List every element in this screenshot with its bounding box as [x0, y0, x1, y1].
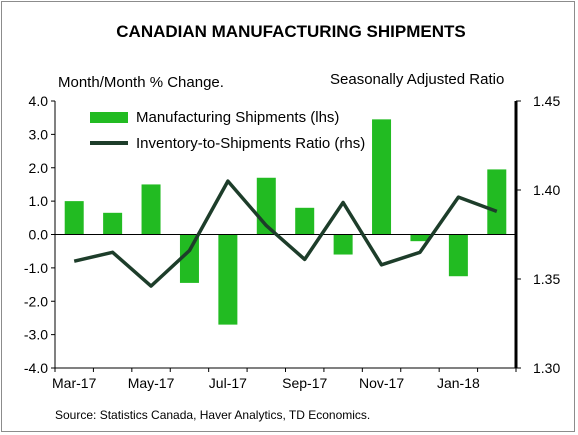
legend-label-shipments: Manufacturing Shipments (lhs)	[136, 109, 339, 126]
chart-title: CANADIAN MANUFACTURING SHIPMENTS	[116, 22, 465, 41]
source-note: Source: Statistics Canada, Haver Analyti…	[55, 408, 370, 422]
line-series	[73, 179, 498, 288]
left-tick-label: -2.0	[24, 293, 48, 309]
right-tick-label: 1.45	[533, 93, 560, 109]
legend: Manufacturing Shipments (lhs) Inventory-…	[90, 109, 365, 152]
left-tick-label: 2.0	[29, 160, 49, 176]
right-axis-label: Seasonally Adjusted Ratio	[330, 71, 504, 88]
right-tick-label: 1.35	[533, 271, 560, 287]
right-tick-label: 1.40	[533, 182, 560, 198]
bar	[64, 201, 84, 235]
right-tick-label: 1.30	[533, 360, 560, 376]
bar	[295, 207, 315, 235]
left-tick-label: 1.0	[29, 193, 49, 209]
x-tick-label: Nov-17	[359, 375, 404, 391]
x-tick-label: Jan-18	[437, 375, 480, 391]
right-axis: 1.45 1.40 1.35 1.30	[514, 93, 560, 376]
bar	[448, 234, 468, 277]
bar	[179, 234, 199, 283]
bar	[218, 234, 238, 325]
x-tick-label: Mar-17	[52, 375, 97, 391]
x-axis: Mar-17 May-17 Jul-17 Sep-17 Nov-17 Jan-18	[52, 367, 517, 391]
left-tick-label: -4.0	[24, 360, 48, 376]
left-axis: 4.0 3.0 2.0 1.0 0.0 -1.0 -2.0 -3.0 -4.0	[24, 93, 56, 376]
x-tick-label: Sep-17	[282, 375, 327, 391]
legend-label-ratio: Inventory-to-Shipments Ratio (rhs)	[136, 135, 365, 152]
bar	[141, 184, 161, 235]
bar	[487, 169, 507, 235]
left-tick-label: -3.0	[24, 327, 48, 343]
left-tick-label: 3.0	[29, 126, 49, 142]
bar	[333, 234, 353, 255]
bar	[103, 212, 123, 235]
legend-swatch-shipments	[90, 112, 128, 123]
ratio-line	[73, 179, 498, 288]
left-tick-label: -1.0	[24, 260, 48, 276]
x-tick-label: Jul-17	[209, 375, 247, 391]
left-tick-label: 0.0	[29, 227, 49, 243]
x-tick-label: May-17	[128, 375, 175, 391]
left-axis-label: Month/Month % Change.	[58, 74, 224, 91]
left-tick-label: 4.0	[29, 93, 49, 109]
bar	[410, 234, 430, 242]
bar	[372, 119, 392, 235]
